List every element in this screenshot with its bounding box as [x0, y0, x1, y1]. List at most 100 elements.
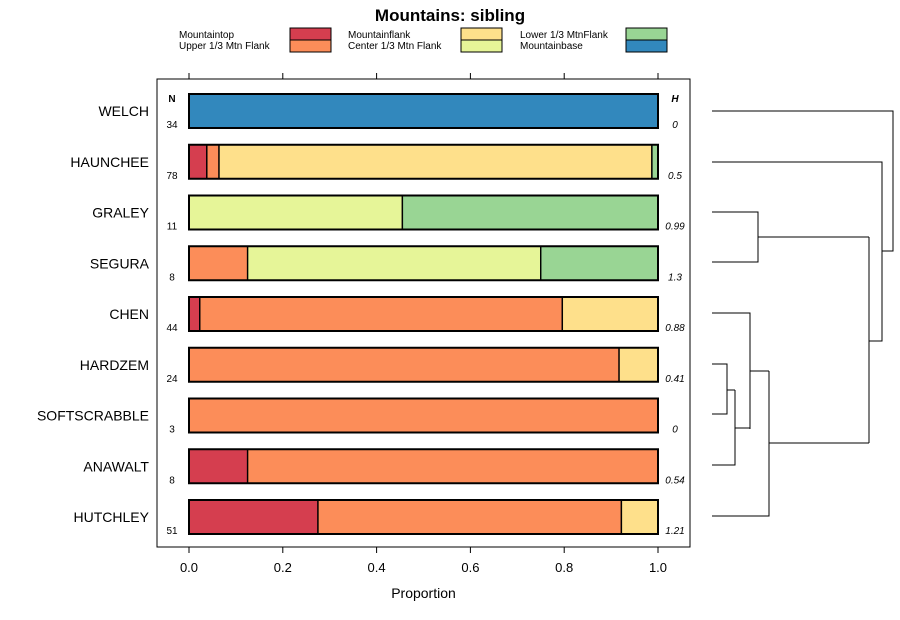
legend-swatch — [625, 39, 668, 53]
x-axis: 0.0 0.2 0.4 0.6 0.8 1.0 — [180, 73, 667, 575]
bar-rows: WELCH 34 0 HAUNCHEE 78 0.5 GRALEY 11 0.99 SEGURA 8… — [37, 93, 685, 537]
bar-segment — [188, 499, 319, 535]
bar-segment — [188, 296, 201, 332]
bar-segment — [561, 296, 659, 332]
dendro-link — [712, 161, 883, 342]
n-value: 11 — [167, 222, 178, 233]
bar-outline — [188, 448, 659, 485]
n-value: 24 — [166, 374, 178, 385]
n-value: 44 — [166, 323, 178, 334]
row-label: ANAWALT — [83, 458, 149, 474]
x-axis-label: Proportion — [391, 585, 456, 601]
bar-segment — [188, 93, 659, 129]
bar-outline — [188, 93, 659, 129]
row-label: GRALEY — [92, 205, 149, 221]
row-label: HAUNCHEE — [70, 154, 149, 170]
bar-row: SOFTSCRABBLE 3 0 — [37, 397, 678, 436]
plot-panel — [156, 78, 691, 548]
legend-label: Center 1/3 Mtn Flank — [348, 41, 442, 52]
bar-segment — [540, 245, 659, 281]
h-value: 0 — [672, 120, 678, 131]
row-label: CHEN — [109, 306, 149, 322]
bar-segment — [246, 245, 542, 281]
bar-outline — [188, 296, 659, 332]
legend-label: Upper 1/3 Mtn Flank — [179, 41, 271, 52]
row-label: SOFTSCRABBLE — [37, 408, 149, 424]
bar-outline — [188, 499, 659, 535]
h-value: 0.41 — [665, 374, 684, 385]
n-value: 78 — [166, 171, 178, 182]
bar-segment — [188, 245, 249, 281]
bar-outline — [188, 194, 659, 231]
legend-swatch — [460, 39, 503, 53]
dendro-link — [712, 110, 894, 252]
bar-row: ANAWALT 8 0.54 — [83, 448, 685, 486]
bar-segment — [188, 397, 659, 434]
n-value: 3 — [169, 425, 175, 436]
bar-segment — [188, 144, 208, 180]
x-tick-label: 0.6 — [461, 560, 479, 575]
bar-segment — [206, 144, 220, 180]
chart-title: Mountains: sibling — [375, 6, 525, 25]
bar-row: HAUNCHEE 78 0.5 — [70, 143, 682, 182]
x-tick-label: 0.4 — [368, 560, 386, 575]
row-label: HUTCHLEY — [74, 509, 150, 525]
h-header: H — [671, 94, 679, 105]
bar-segment — [317, 499, 623, 535]
bar-segment — [618, 347, 659, 383]
bar-row: CHEN 44 0.88 — [109, 296, 685, 334]
bar-outline — [188, 245, 659, 282]
h-value: 1.3 — [668, 272, 682, 283]
dendrogram — [712, 110, 894, 517]
legend-swatch — [460, 27, 503, 41]
legend-label: Mountainflank — [348, 30, 411, 41]
n-value: 34 — [166, 120, 178, 131]
bar-segment — [246, 448, 659, 484]
h-value: 0 — [672, 425, 678, 436]
row-label: SEGURA — [90, 255, 150, 271]
bar-row: WELCH 34 0 — [98, 93, 678, 131]
legend-swatch — [289, 39, 332, 53]
dendro-link — [712, 390, 736, 466]
n-value: 51 — [166, 526, 178, 537]
legend-label: Lower 1/3 MtnFlank — [520, 30, 609, 41]
n-value: 8 — [169, 272, 175, 283]
h-value: 0.88 — [665, 323, 685, 334]
legend-label: Mountaintop — [179, 30, 234, 41]
bar-outline — [188, 346, 659, 383]
bar-segment — [620, 499, 659, 535]
dendro-link — [712, 236, 869, 263]
dendro-link — [712, 389, 735, 415]
bar-segment — [188, 347, 620, 383]
dendro-link — [712, 363, 728, 390]
bar-outline — [188, 143, 659, 180]
h-value: 1.21 — [665, 526, 684, 537]
x-tick-label: 1.0 — [649, 560, 667, 575]
dendro-link — [712, 312, 751, 429]
legend-label: Mountainbase — [520, 41, 583, 52]
legend-swatch — [625, 27, 668, 41]
n-value: 8 — [169, 475, 175, 486]
dendro-link — [712, 371, 770, 517]
row-label: WELCH — [98, 103, 149, 119]
row-label: HARDZEM — [80, 357, 149, 373]
x-tick-label: 0.2 — [274, 560, 292, 575]
bar-outline — [188, 397, 659, 434]
x-tick-label: 0.8 — [555, 560, 573, 575]
x-tick-label: 0.0 — [180, 560, 198, 575]
bar-row: GRALEY 11 0.99 — [92, 194, 685, 233]
n-header: N — [168, 94, 175, 105]
bar-segment — [188, 448, 249, 484]
bar-segment — [218, 144, 653, 180]
bar-row: SEGURA 8 1.3 — [90, 245, 682, 283]
bar-segment — [401, 194, 659, 231]
h-value: 0.99 — [665, 222, 685, 233]
dendro-link — [712, 211, 759, 237]
bar-segment — [188, 194, 404, 231]
bar-segment — [199, 296, 564, 332]
h-value: 0.54 — [665, 475, 685, 486]
legend-swatch — [289, 27, 332, 41]
bar-row: HARDZEM 24 0.41 — [80, 346, 685, 385]
